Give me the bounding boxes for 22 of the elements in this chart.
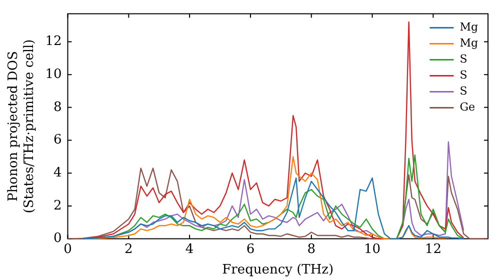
legend-label: S xyxy=(460,84,468,98)
legend-label: S xyxy=(460,68,468,82)
y-tick-label: 10 xyxy=(45,66,62,82)
y-axis-title: Phonon projected DOS (States/THz·primitive cell) xyxy=(6,39,37,214)
y-tick-label: 8 xyxy=(53,100,62,115)
x-tick-label: 4 xyxy=(185,242,194,257)
legend-label: Ge xyxy=(460,100,475,114)
y-tick-label: 12 xyxy=(45,34,62,50)
legend-label: Mg xyxy=(460,20,478,34)
x-tick-label: 12 xyxy=(424,242,442,257)
x-tick-label: 0 xyxy=(64,242,72,257)
y-tick-label: 6 xyxy=(53,132,62,148)
y-tick-label: 4 xyxy=(53,165,62,180)
y-tick-label: 0 xyxy=(53,231,62,246)
legend-label: Mg xyxy=(460,36,478,50)
x-axis-title: Frequency (THz) xyxy=(222,262,334,278)
x-tick-label: 10 xyxy=(364,242,381,257)
x-tick-label: 2 xyxy=(124,242,133,257)
x-tick-label: 6 xyxy=(246,242,255,257)
x-tick-label: 8 xyxy=(307,242,316,257)
y-tick-label: 2 xyxy=(53,198,62,214)
legend-label: S xyxy=(460,52,468,66)
